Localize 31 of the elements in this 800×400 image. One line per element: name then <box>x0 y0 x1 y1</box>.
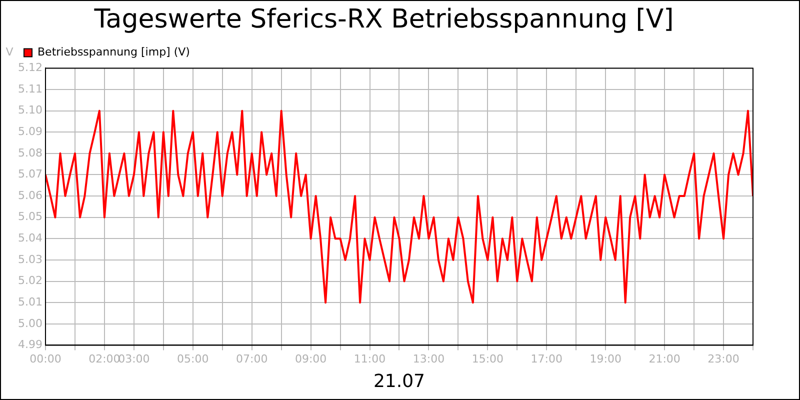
y-tick-label: 5.10 <box>18 104 42 117</box>
y-tick-label: 5.02 <box>18 274 42 288</box>
x-tick-label: 00:00 <box>30 352 62 366</box>
y-tick-label: 5.04 <box>18 232 42 245</box>
x-axis-title: 21.07 <box>373 370 426 392</box>
y-tick-label: 5.12 <box>18 61 42 74</box>
y-tick-label: 5.03 <box>18 252 42 266</box>
x-tick-label: 02:00 <box>88 352 120 366</box>
x-tick-label: 11:00 <box>354 352 386 366</box>
x-tick-label: 09:00 <box>294 352 327 366</box>
chart-title: Tageswerte Sferics-RX Betriebsspannung [V] <box>93 4 674 34</box>
x-tick-label: 17:00 <box>530 352 562 366</box>
y-tick-label: 5.01 <box>18 295 42 308</box>
x-tick-label: 07:00 <box>236 352 268 366</box>
y-tick-label: 5.06 <box>18 188 42 202</box>
x-tick-label: 21:00 <box>648 352 680 366</box>
legend-label: Betriebsspannung [imp] (V) <box>38 46 190 59</box>
y-tick-label: 5.09 <box>18 124 42 138</box>
y-axis-title: V <box>6 46 14 59</box>
y-tick-label: 5.00 <box>18 316 42 330</box>
x-tick-label: 03:00 <box>118 352 150 366</box>
y-tick-label: 5.11 <box>18 82 42 96</box>
y-tick-label: 5.07 <box>18 168 42 181</box>
y-tick-label: 5.05 <box>18 210 42 224</box>
x-tick-label: 19:00 <box>590 352 622 366</box>
x-tick-label: 13:00 <box>412 352 445 366</box>
x-tick-label: 05:00 <box>177 352 209 366</box>
x-tick-label: 15:00 <box>472 352 504 366</box>
x-tick-label: 23:00 <box>708 352 740 366</box>
y-tick-label: 4.99 <box>18 338 42 352</box>
y-tick-label: 5.08 <box>18 146 42 160</box>
